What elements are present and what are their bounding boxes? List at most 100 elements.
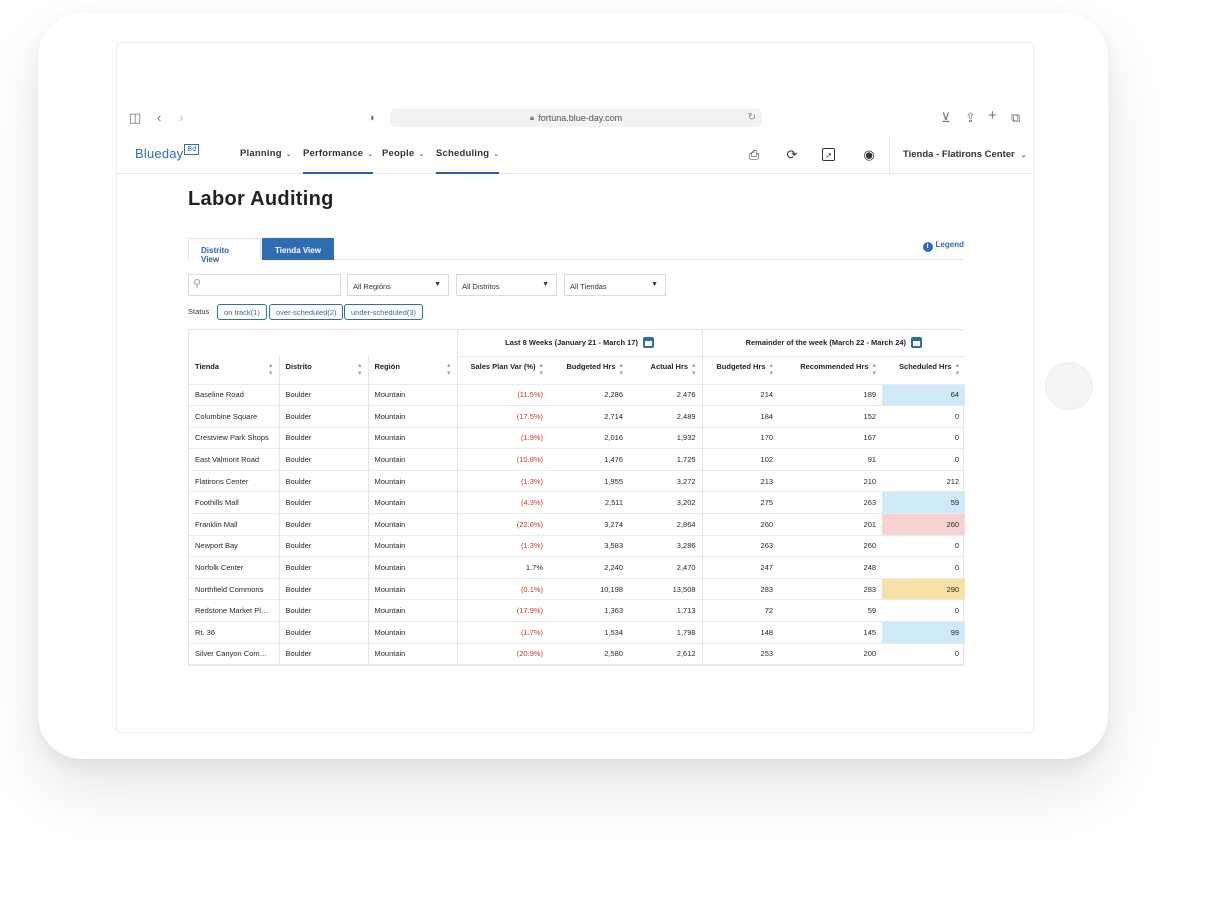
print-icon[interactable]: ⎙ bbox=[748, 147, 760, 162]
table-row[interactable]: Franklin Mall Boulder Mountain (22.6%) 3,274… bbox=[189, 513, 966, 536]
cell-sales-plan-var: (22.6%) bbox=[456, 513, 550, 536]
cell-sales-plan-var: (4.3%) bbox=[456, 491, 550, 515]
col-label: Budgeted Hrs bbox=[716, 362, 766, 371]
table-row[interactable]: Newport Bay Boulder Mountain (1.3%) 3,583 3,2… bbox=[189, 535, 966, 558]
cell-recommended-hrs: 263 bbox=[779, 491, 883, 515]
cell-budgeted-hrs-8wk: 3,583 bbox=[549, 535, 630, 558]
col-budgeted-hrs-week[interactable]: Budgeted Hrs ▴ ▾ bbox=[701, 356, 780, 385]
sync-icon[interactable]: ⟳ bbox=[786, 147, 798, 162]
district-select[interactable]: All Distritos ▼ bbox=[456, 274, 557, 296]
store-select[interactable]: All Tiendas ▼ bbox=[564, 274, 666, 296]
cell-region: Mountain bbox=[367, 470, 458, 493]
nav-planning[interactable]: Planning ⌄ bbox=[240, 148, 292, 174]
cell-tienda: Foothills Mall bbox=[189, 491, 279, 515]
table-row[interactable]: Foothills Mall Boulder Mountain (4.3%) 2,511… bbox=[189, 491, 966, 515]
status-chip-under-scheduled[interactable]: under-scheduled(3) bbox=[344, 304, 424, 320]
table-row[interactable]: Silver Canyon Comm… Boulder Mountain (20.9%… bbox=[189, 643, 966, 666]
cell-sales-plan-var: 1.7% bbox=[456, 556, 550, 579]
table-row[interactable]: Rt. 36 Boulder Mountain (1.7%) 1,534 1,798 148… bbox=[189, 621, 966, 644]
export-icon[interactable]: ↗ bbox=[822, 148, 835, 161]
chevron-down-icon: ⌄ bbox=[418, 151, 425, 158]
table-row[interactable]: Redstone Market Place Boulder Mountain (17.… bbox=[189, 599, 966, 623]
sort-icon[interactable]: ▴ ▾ bbox=[769, 362, 774, 377]
nav-scheduling[interactable]: Scheduling ⌄ bbox=[436, 148, 500, 174]
sort-icon[interactable]: ▴ ▾ bbox=[268, 361, 273, 377]
col-label: Scheduled Hrs bbox=[899, 362, 952, 371]
col-actual-hrs[interactable]: Actual Hrs ▴ ▾ bbox=[629, 356, 703, 385]
cell-sales-plan-var: (1.3%) bbox=[456, 470, 550, 493]
tab-tienda-view[interactable]: Tienda View bbox=[262, 238, 334, 260]
cell-scheduled-hrs: 0 bbox=[882, 556, 966, 579]
lock-icon: 🔒︎ bbox=[529, 113, 535, 122]
chevron-down-icon: ⌄ bbox=[1020, 152, 1027, 159]
caret-down-icon: ▼ bbox=[651, 281, 658, 288]
legend-link[interactable]: i Legend bbox=[922, 240, 964, 252]
sort-icon[interactable]: ▴ ▾ bbox=[357, 361, 362, 377]
col-region[interactable]: Región ▴ ▾ bbox=[367, 356, 458, 385]
forward-icon[interactable]: › bbox=[179, 110, 184, 125]
table-row[interactable]: East Valmont Road Boulder Mountain (10.8%) 1… bbox=[189, 448, 966, 471]
table-row[interactable]: Northfield Commons Boulder Mountain (0.1%) 1… bbox=[189, 578, 966, 601]
nav-performance[interactable]: Performance ⌄ bbox=[303, 148, 374, 174]
table-row[interactable]: Flatirons Center Boulder Mountain (1.3%) 1,9… bbox=[189, 470, 966, 493]
share-icon[interactable]: ⇪ bbox=[965, 110, 976, 125]
sort-icon[interactable]: ▴ ▾ bbox=[539, 362, 544, 377]
col-sales-plan-var[interactable]: Sales Plan Var (%) ▴ ▾ bbox=[456, 356, 550, 385]
table-row[interactable]: Norfolk Center Boulder Mountain 1.7% 2,240 2,… bbox=[189, 556, 966, 579]
col-budgeted-hrs-8wk[interactable]: Budgeted Hrs ▴ ▾ bbox=[549, 356, 630, 385]
sort-icon[interactable]: ▴ ▾ bbox=[447, 361, 451, 377]
sort-icon[interactable]: ▴ ▾ bbox=[692, 362, 696, 377]
cell-sales-plan-var: (0.1%) bbox=[456, 578, 550, 601]
caret-down-icon: ▼ bbox=[434, 281, 441, 288]
col-label: Budgeted Hrs bbox=[566, 362, 616, 371]
region-select[interactable]: All Regións ▼ bbox=[347, 274, 449, 296]
status-chip-on-track[interactable]: on track(1) bbox=[217, 304, 267, 320]
address-bar[interactable]: 🔒︎ fortuna.blue-day.com ↻ bbox=[390, 109, 762, 127]
calendar-icon[interactable] bbox=[911, 337, 923, 349]
new-tab-icon[interactable]: + bbox=[988, 107, 997, 124]
cell-actual-hrs: 1,798 bbox=[629, 621, 703, 644]
labor-table: Last 8 Weeks (January 21 - March 17) Rem… bbox=[188, 329, 966, 667]
reload-icon[interactable]: ↻ bbox=[747, 112, 756, 123]
store-selector[interactable]: Tienda - Flatirons Center ⌄ bbox=[889, 136, 1033, 174]
blueday-logo[interactable]: Blueday Bd bbox=[135, 144, 200, 161]
app-header: Blueday Bd Planning ⌄ Performance ⌄ People ⌄… bbox=[117, 136, 1033, 174]
col-distrito[interactable]: Distrito ▴ ▾ bbox=[278, 356, 368, 385]
status-chip-over-scheduled[interactable]: over-scheduled(2) bbox=[269, 304, 344, 320]
filter-bar: ⚲ All Regións ▼ All Distritos ▼ All Tienda… bbox=[188, 274, 964, 296]
cell-budgeted-hrs-8wk: 3,274 bbox=[549, 513, 630, 536]
cell-recommended-hrs: 59 bbox=[779, 599, 883, 623]
table-body: Baseline Road Boulder Mountain (11.5%) 2,286… bbox=[189, 384, 966, 666]
table-row[interactable]: Columbine Square Boulder Mountain (17.5%) 2,… bbox=[189, 405, 966, 428]
view-tabs: Distrito View Tienda View i Legend bbox=[188, 238, 964, 264]
user-icon[interactable]: ◉ bbox=[863, 147, 875, 162]
sort-icon[interactable]: ▴ ▾ bbox=[872, 362, 877, 377]
back-icon[interactable]: ‹ bbox=[157, 110, 162, 125]
calendar-icon[interactable] bbox=[642, 337, 654, 349]
district-select-value: All Distritos bbox=[462, 282, 500, 291]
url-text: fortuna.blue-day.com bbox=[538, 113, 623, 123]
table-row[interactable]: Baseline Road Boulder Mountain (11.5%) 2,286… bbox=[189, 384, 966, 407]
sort-icon[interactable]: ▴ ▾ bbox=[955, 362, 960, 377]
table-row[interactable]: Crestview Park Shops Boulder Mountain (1.9%… bbox=[189, 427, 966, 450]
tabs-icon[interactable]: ⧉ bbox=[1011, 110, 1021, 125]
col-tienda[interactable]: Tienda ▴ ▾ bbox=[189, 356, 279, 385]
nav-label: Planning bbox=[240, 148, 282, 159]
cell-tienda: Baseline Road bbox=[189, 384, 279, 407]
tab-distrito-view[interactable]: Distrito View bbox=[188, 238, 261, 264]
sidebar-icon[interactable]: ◫ bbox=[129, 110, 142, 125]
cell-tienda: Columbine Square bbox=[189, 405, 279, 428]
sort-icon[interactable]: ▴ ▾ bbox=[619, 362, 624, 377]
cell-budgeted-hrs-week: 148 bbox=[701, 621, 780, 644]
cell-tienda: Silver Canyon Comm… bbox=[189, 643, 279, 666]
nav-people[interactable]: People ⌄ bbox=[382, 148, 424, 174]
cell-sales-plan-var: (17.5%) bbox=[456, 405, 550, 428]
group-header-last8: Last 8 Weeks (January 21 - March 17) bbox=[456, 330, 703, 357]
download-icon[interactable]: ⊻ bbox=[941, 110, 951, 125]
col-scheduled-hrs[interactable]: Scheduled Hrs ▴ ▾ bbox=[882, 356, 966, 385]
chevron-down-icon: ⌄ bbox=[367, 151, 374, 158]
search-input[interactable] bbox=[188, 274, 341, 296]
group-header-last8-label: Last 8 Weeks (January 21 - March 17) bbox=[505, 338, 638, 348]
cell-actual-hrs: 2,612 bbox=[629, 643, 703, 666]
col-recommended-hrs[interactable]: Recommended Hrs ▴ ▾ bbox=[779, 356, 883, 385]
